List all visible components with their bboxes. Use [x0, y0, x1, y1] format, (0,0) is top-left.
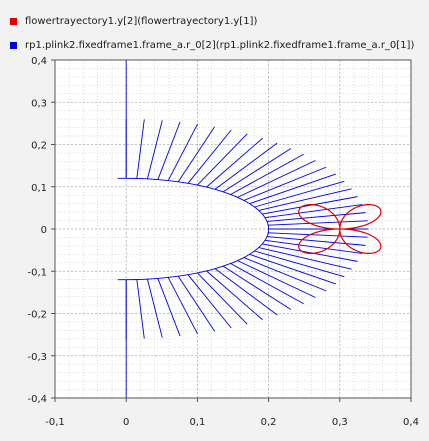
series-group [117, 60, 382, 398]
link-line [237, 160, 316, 198]
y-tick-label: -0,1 [27, 267, 47, 278]
legend-entry-flower[interactable]: flowertrayectory1.y[2](flowertrayectory1… [10, 9, 414, 33]
y-tick-label: 0,1 [31, 183, 47, 194]
inner-boundary-curve [126, 177, 270, 281]
link-line [264, 204, 363, 219]
link-line [187, 129, 232, 184]
link-line [266, 212, 366, 222]
link-line [249, 173, 336, 205]
link-line [237, 260, 316, 298]
link-line [254, 250, 345, 278]
link-line [266, 236, 366, 246]
x-tick-label: 0 [123, 417, 129, 428]
link-line [167, 123, 198, 181]
link-line [214, 142, 278, 190]
link-line [222, 265, 292, 310]
x-tick-label: 0,2 [261, 417, 277, 428]
legend-swatch-red [10, 17, 17, 25]
link-line [136, 119, 145, 179]
link-line [197, 133, 248, 186]
link-line [230, 153, 304, 195]
link-line [254, 180, 345, 208]
y-tick-label: -0,2 [27, 310, 47, 321]
link-line [262, 196, 358, 215]
link-line [206, 137, 263, 188]
y-tick-label: 0,2 [31, 141, 47, 152]
x-tick-label: 0,3 [332, 417, 348, 428]
x-tick-label: 0,1 [189, 417, 205, 428]
link-line [222, 148, 292, 193]
y-tick-label: 0,3 [31, 98, 47, 109]
link-line [187, 274, 232, 329]
link-line [258, 188, 352, 211]
legend-swatch-blue [10, 41, 17, 49]
link-line [243, 166, 327, 201]
y-tick-label: 0 [41, 225, 47, 236]
link-line [243, 257, 327, 292]
link-line [249, 253, 336, 285]
legend-label-link: rp1.plink2.fixedframe1.frame_a.r_0[2](rp… [25, 39, 415, 51]
link-line [268, 220, 368, 226]
link-line [167, 277, 198, 335]
link-line [177, 126, 216, 183]
y-tick-label: 0,4 [31, 56, 47, 67]
x-tick-label: 0,4 [403, 417, 419, 428]
link-line [268, 232, 368, 238]
flower-curve [298, 204, 382, 254]
link-line [157, 278, 181, 337]
legend: flowertrayectory1.y[2](flowertrayectory1… [10, 9, 414, 57]
link-line [177, 275, 216, 332]
y-tick-label: -0,3 [27, 352, 47, 363]
link-line [136, 279, 145, 339]
link-line [258, 247, 352, 270]
link-line [197, 272, 248, 325]
link-line [206, 270, 263, 321]
legend-entry-link[interactable]: rp1.plink2.fixedframe1.frame_a.r_0[2](rp… [10, 33, 414, 57]
link-line [146, 279, 163, 338]
link-line [262, 243, 358, 262]
link-line [230, 263, 304, 305]
y-tick-label: -0,4 [27, 394, 47, 405]
link-line [146, 120, 163, 179]
link-line [264, 239, 363, 254]
x-tick-label: -0,1 [45, 417, 65, 428]
link-line [214, 268, 278, 316]
legend-label-flower: flowertrayectory1.y[2](flowertrayectory1… [25, 15, 258, 27]
link-line [157, 121, 181, 180]
